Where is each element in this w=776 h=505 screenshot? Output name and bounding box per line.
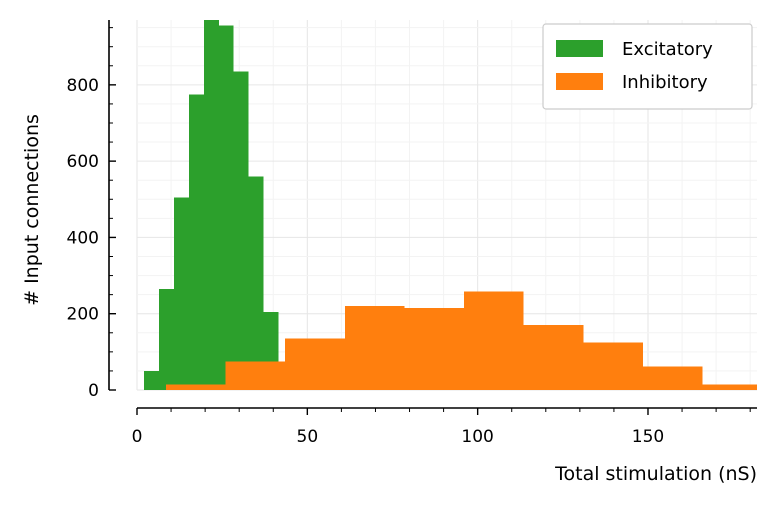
histogram-bar-inhibitory — [642, 366, 703, 390]
y-tick-label: 800 — [67, 76, 99, 96]
y-axis-label: # Input connections — [21, 114, 43, 306]
histogram-bar-inhibitory — [523, 325, 584, 390]
y-tick-label: 0 — [88, 381, 99, 401]
histogram-bar-excitatory — [248, 176, 264, 390]
x-tick-label: 50 — [297, 427, 319, 447]
legend-label-inhibitory: Inhibitory — [622, 72, 708, 93]
histogram-bar-excitatory — [173, 197, 189, 390]
x-axis-label: Total stimulation (nS) — [554, 463, 757, 485]
histogram-bar-inhibitory — [225, 361, 286, 390]
histogram-bar-excitatory — [188, 94, 204, 391]
x-tick-label: 100 — [461, 427, 493, 447]
axes — [108, 20, 757, 409]
legend-label-excitatory: Excitatory — [622, 39, 713, 60]
histogram-bar-inhibitory — [165, 384, 226, 390]
histogram-bar-inhibitory — [285, 338, 345, 390]
histogram-bar-inhibitory — [583, 342, 643, 390]
tick-labels: 0 200 400 600 800 0 50 100 150 — [67, 76, 665, 447]
x-tick-label: 150 — [632, 427, 664, 447]
series-excitatory — [143, 20, 279, 391]
legend-box — [542, 23, 753, 110]
histogram-bar-excitatory — [218, 25, 234, 390]
histogram-bar-inhibitory — [702, 384, 757, 390]
histogram-bar-excitatory — [203, 20, 219, 390]
histogram-bar-inhibitory — [404, 307, 465, 390]
legend: Excitatory Inhibitory — [542, 23, 753, 110]
histogram-bar-excitatory — [143, 370, 159, 390]
y-tick-label: 600 — [67, 152, 99, 172]
series-inhibitory — [165, 291, 757, 390]
histogram-bar-inhibitory — [344, 306, 405, 390]
histogram-bar-excitatory — [158, 288, 174, 390]
x-tick-label: 0 — [132, 427, 143, 447]
y-tick-label: 400 — [67, 228, 99, 248]
legend-swatch-excitatory — [556, 40, 603, 57]
histogram-bar-excitatory — [233, 71, 249, 390]
legend-swatch-inhibitory — [556, 73, 603, 90]
tick-marks — [109, 27, 751, 415]
y-tick-label: 200 — [67, 305, 99, 325]
histogram-bar-inhibitory — [464, 291, 524, 390]
